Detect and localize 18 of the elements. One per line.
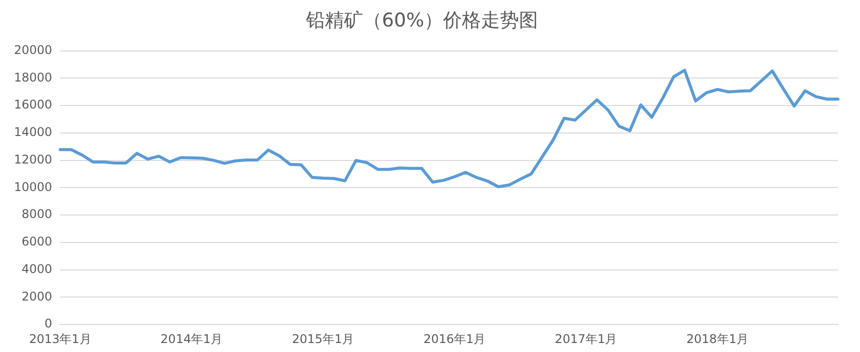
y-tick-label: 6000: [22, 234, 52, 249]
y-tick-label: 0: [44, 316, 52, 331]
x-tick-label: 2014年1月: [160, 332, 223, 346]
y-tick-label: 18000: [14, 70, 52, 84]
y-tick-label: 20000: [14, 42, 52, 57]
x-tick-label: 2013年1月: [29, 332, 92, 346]
y-tick-label: 8000: [22, 207, 52, 222]
y-tick-label: 4000: [22, 262, 52, 276]
x-tick-label: 2017年1月: [554, 332, 618, 346]
chart-title: 铅精矿（60%）价格走势图: [304, 9, 538, 32]
y-tick-label: 16000: [14, 98, 52, 112]
x-tick-label: 2015年1月: [292, 332, 354, 346]
x-tick-label: 2018年1月: [686, 332, 749, 346]
x-tick-label: 2016年1月: [423, 332, 486, 346]
y-tick-label: 12000: [14, 152, 52, 166]
y-tick-label: 14000: [14, 125, 52, 140]
y-tick-label: 10000: [14, 180, 52, 194]
y-tick-label: 2000: [22, 289, 52, 304]
